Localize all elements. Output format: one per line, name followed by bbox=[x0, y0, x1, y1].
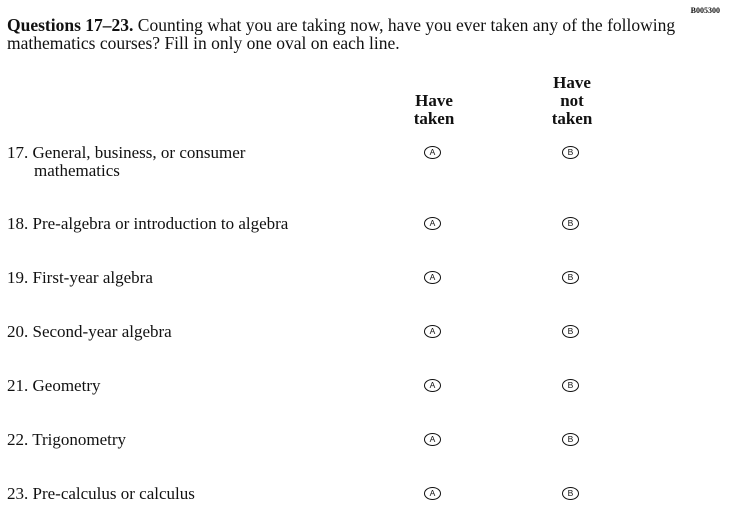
column-header-have-not-taken: Have not taken bbox=[532, 74, 612, 128]
question-label: 17. General, business, or consumer bbox=[7, 143, 246, 162]
question-label: 22. Trigonometry bbox=[7, 430, 127, 449]
oval-have-not-taken[interactable]: B bbox=[562, 271, 579, 284]
oval-have-taken[interactable]: A bbox=[424, 379, 441, 392]
header-line: Have bbox=[553, 73, 591, 92]
question-row: 20. Second-year algebra bbox=[7, 323, 172, 341]
oval-have-taken[interactable]: A bbox=[424, 217, 441, 230]
header-line: taken bbox=[413, 109, 455, 128]
question-label-continued: mathematics bbox=[34, 161, 120, 180]
item-code: B005300 bbox=[690, 6, 720, 15]
question-row: 18. Pre-algebra or introduction to algeb… bbox=[7, 215, 288, 233]
oval-have-not-taken[interactable]: B bbox=[562, 433, 579, 446]
question-row: 21. Geometry bbox=[7, 377, 100, 395]
instructions-text: Counting what you are taking now, have y… bbox=[7, 15, 676, 53]
header-line: taken bbox=[551, 109, 593, 128]
oval-have-taken[interactable]: A bbox=[424, 487, 441, 500]
oval-have-not-taken[interactable]: B bbox=[562, 487, 579, 500]
question-range: Questions 17–23. bbox=[7, 15, 134, 35]
question-label: 20. Second-year algebra bbox=[7, 322, 172, 341]
question-label: 21. Geometry bbox=[7, 376, 101, 395]
oval-have-taken[interactable]: A bbox=[424, 271, 441, 284]
question-row: 17. General, business, or consumer mathem… bbox=[7, 144, 245, 180]
oval-have-not-taken[interactable]: B bbox=[562, 146, 579, 159]
column-header-have-taken: Have taken bbox=[394, 92, 474, 128]
question-label: 19. First-year algebra bbox=[7, 268, 153, 287]
question-row: 19. First-year algebra bbox=[7, 269, 153, 287]
oval-have-taken[interactable]: A bbox=[424, 325, 441, 338]
question-row: 22. Trigonometry bbox=[7, 431, 126, 449]
oval-have-not-taken[interactable]: B bbox=[562, 217, 579, 230]
question-row: 23. Pre-calculus or calculus bbox=[7, 485, 195, 503]
header-line: Have bbox=[415, 91, 453, 110]
instructions: Questions 17–23. Counting what you are t… bbox=[7, 16, 722, 52]
question-label: 18. Pre-algebra or introduction to algeb… bbox=[7, 214, 289, 233]
oval-have-not-taken[interactable]: B bbox=[562, 325, 579, 338]
oval-have-taken[interactable]: A bbox=[424, 146, 441, 159]
oval-have-not-taken[interactable]: B bbox=[562, 379, 579, 392]
oval-have-taken[interactable]: A bbox=[424, 433, 441, 446]
header-line: not bbox=[560, 91, 584, 110]
question-label: 23. Pre-calculus or calculus bbox=[7, 484, 195, 503]
